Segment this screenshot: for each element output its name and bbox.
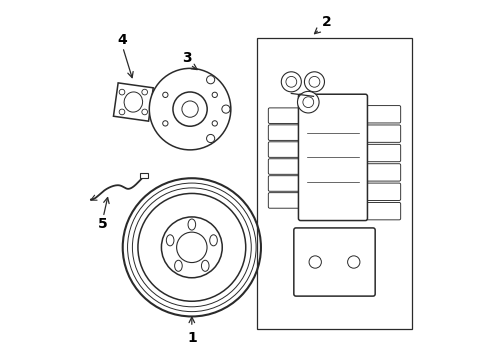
FancyBboxPatch shape bbox=[269, 125, 318, 140]
Circle shape bbox=[149, 68, 231, 150]
Text: 1: 1 bbox=[187, 331, 196, 345]
FancyBboxPatch shape bbox=[269, 159, 318, 174]
Circle shape bbox=[281, 72, 301, 92]
Bar bbox=[140, 172, 147, 178]
Circle shape bbox=[207, 76, 215, 84]
Bar bbox=[114, 83, 153, 121]
Circle shape bbox=[347, 256, 360, 268]
Circle shape bbox=[119, 109, 125, 115]
Text: 2: 2 bbox=[321, 15, 331, 29]
Circle shape bbox=[127, 183, 256, 312]
Ellipse shape bbox=[201, 260, 209, 271]
Ellipse shape bbox=[174, 260, 182, 271]
Circle shape bbox=[132, 188, 251, 307]
Circle shape bbox=[222, 105, 230, 113]
FancyBboxPatch shape bbox=[352, 202, 401, 220]
Circle shape bbox=[142, 109, 147, 115]
Circle shape bbox=[297, 91, 319, 113]
Circle shape bbox=[138, 193, 246, 301]
Circle shape bbox=[304, 72, 324, 92]
FancyBboxPatch shape bbox=[352, 183, 401, 201]
Text: 5: 5 bbox=[98, 217, 108, 231]
Ellipse shape bbox=[210, 235, 218, 246]
Circle shape bbox=[286, 76, 297, 87]
Circle shape bbox=[207, 134, 215, 143]
FancyBboxPatch shape bbox=[269, 108, 318, 123]
FancyBboxPatch shape bbox=[269, 142, 318, 157]
Circle shape bbox=[163, 121, 168, 126]
Bar bbox=[257, 38, 412, 329]
FancyBboxPatch shape bbox=[352, 144, 401, 162]
Ellipse shape bbox=[124, 92, 143, 112]
Circle shape bbox=[212, 121, 218, 126]
Circle shape bbox=[303, 97, 314, 108]
FancyBboxPatch shape bbox=[298, 94, 368, 221]
Circle shape bbox=[176, 232, 207, 262]
FancyBboxPatch shape bbox=[352, 164, 401, 181]
FancyBboxPatch shape bbox=[352, 105, 401, 123]
Circle shape bbox=[309, 76, 320, 87]
Circle shape bbox=[142, 89, 147, 95]
FancyBboxPatch shape bbox=[294, 228, 375, 296]
FancyBboxPatch shape bbox=[269, 176, 318, 191]
Ellipse shape bbox=[188, 219, 196, 230]
Ellipse shape bbox=[166, 235, 174, 246]
Circle shape bbox=[182, 101, 198, 117]
Circle shape bbox=[163, 92, 168, 98]
Circle shape bbox=[309, 256, 321, 268]
Circle shape bbox=[161, 217, 222, 278]
Circle shape bbox=[212, 92, 218, 98]
Circle shape bbox=[173, 92, 207, 126]
Circle shape bbox=[119, 89, 125, 95]
Circle shape bbox=[122, 178, 261, 316]
Text: 3: 3 bbox=[182, 51, 191, 65]
FancyBboxPatch shape bbox=[352, 125, 401, 142]
FancyBboxPatch shape bbox=[269, 193, 318, 208]
Text: 4: 4 bbox=[118, 33, 127, 47]
